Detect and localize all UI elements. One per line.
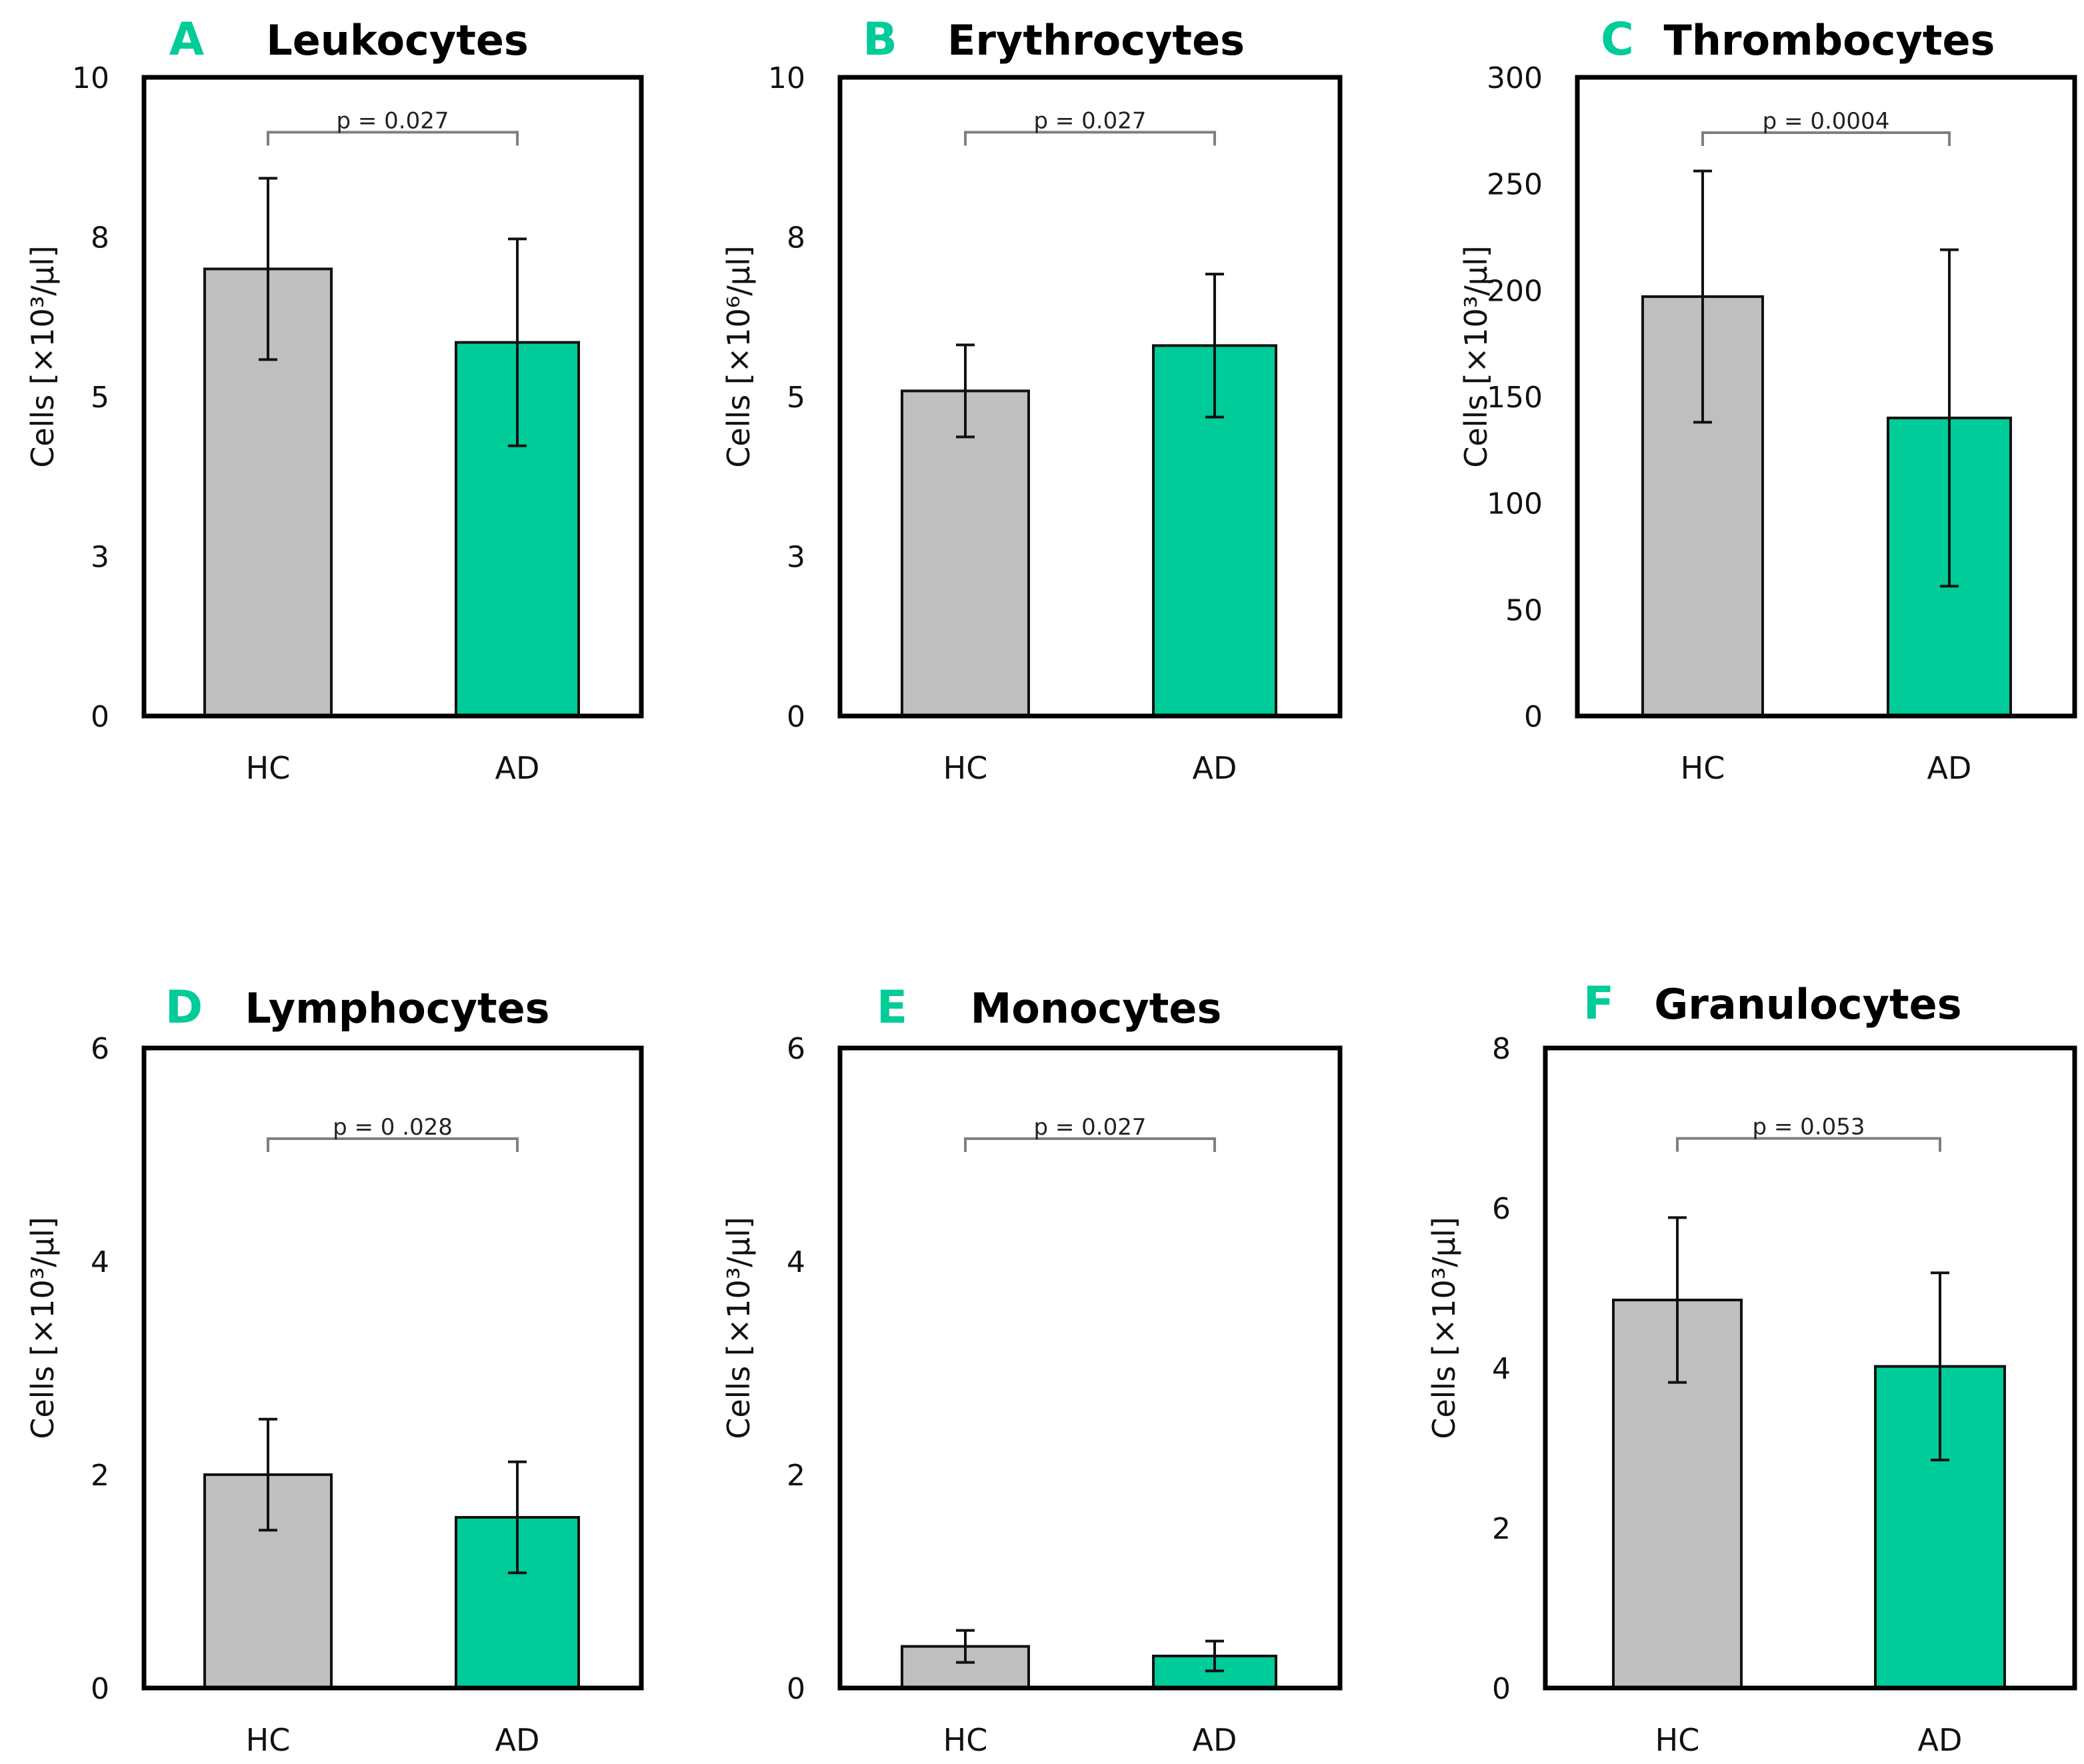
bar-hc — [901, 389, 1030, 717]
significance-bracket — [1676, 1137, 1941, 1152]
y-tick-label: 100 — [1487, 487, 1543, 521]
significance-bracket — [964, 1137, 1216, 1152]
y-tick-label: 5 — [91, 381, 109, 415]
chart-title: Monocytes — [971, 984, 1222, 1033]
significance-bracket — [267, 1137, 519, 1152]
p-value-label: p = 0.0004 — [1763, 108, 1890, 135]
x-tick-label: AD — [1193, 1722, 1237, 1758]
y-tick-label: 0 — [787, 1672, 805, 1706]
x-tick-label: HC — [943, 750, 988, 786]
error-bar — [508, 1460, 527, 1575]
y-tick-label: 2 — [1492, 1512, 1511, 1546]
y-axis-label: Cells [×10³/µl] — [25, 1217, 61, 1439]
y-tick-label: 4 — [787, 1245, 805, 1279]
y-tick-label: 0 — [91, 700, 109, 734]
x-tick-label: AD — [1927, 750, 1972, 786]
p-value-label: p = 0.027 — [336, 107, 449, 134]
y-tick-label: 3 — [787, 541, 805, 575]
chart-title: Thrombocytes — [1664, 16, 1995, 65]
plot-frame — [1543, 1045, 2077, 1691]
panel-letter: E — [877, 981, 907, 1034]
x-tick-label: AD — [1193, 750, 1237, 786]
y-tick-label: 8 — [91, 221, 109, 255]
error-bar — [956, 1629, 975, 1664]
y-tick-label: 5 — [787, 381, 805, 415]
panel-letter: A — [169, 13, 205, 66]
y-axis-label: Cells [×10³/µl] — [1426, 1217, 1462, 1439]
y-tick-label: 8 — [787, 221, 805, 255]
x-tick-label: AD — [495, 1722, 540, 1758]
chart-title: Leukocytes — [266, 16, 529, 65]
y-tick-label: 150 — [1487, 381, 1543, 415]
y-axis-label: Cells [×10⁶/µl] — [721, 245, 757, 468]
error-bar — [1940, 248, 1959, 588]
y-axis-label: Cells [×10³/µl] — [1458, 245, 1494, 468]
error-bar — [956, 343, 975, 439]
y-tick-label: 0 — [91, 1672, 109, 1706]
panel-c: C Thrombocytes Cells [×10³/µl] 0 50 100 150 200… — [1458, 13, 2077, 786]
x-tick-label: HC — [246, 750, 291, 786]
plot-frame — [1575, 75, 2077, 719]
plot-frame — [837, 75, 1343, 719]
y-tick-label: 3 — [91, 541, 109, 575]
y-tick-label: 10 — [72, 61, 109, 95]
x-tick-label: AD — [495, 750, 540, 786]
error-bar — [508, 237, 527, 447]
y-tick-label: 4 — [91, 1245, 109, 1279]
significance-bracket — [1701, 131, 1951, 147]
y-tick-label: 6 — [1492, 1192, 1511, 1226]
p-value-label: p = 0.027 — [1033, 107, 1146, 134]
p-value-label: p = 0 .028 — [333, 1114, 453, 1141]
x-tick-label: HC — [246, 1722, 291, 1758]
error-bar — [1693, 169, 1712, 424]
y-axis-label: Cells [×10³/µl] — [25, 245, 61, 468]
error-bar — [259, 1417, 277, 1532]
y-tick-label: 200 — [1487, 274, 1543, 308]
error-bar — [259, 177, 277, 361]
y-tick-label: 8 — [1492, 1032, 1511, 1066]
panel-letter: B — [863, 13, 897, 66]
error-bar — [1205, 1639, 1224, 1673]
plot-frame — [141, 75, 644, 719]
error-bar — [1931, 1271, 1949, 1461]
y-tick-label: 250 — [1487, 168, 1543, 202]
significance-bracket — [267, 131, 519, 146]
y-axis-label: Cells [×10³/µl] — [721, 1217, 757, 1439]
p-value-label: p = 0.027 — [1033, 1114, 1146, 1141]
x-tick-label: HC — [1655, 1722, 1700, 1758]
panel-letter: D — [165, 981, 203, 1034]
y-tick-label: 2 — [91, 1459, 109, 1493]
y-tick-label: 4 — [1492, 1352, 1511, 1386]
y-tick-label: 2 — [787, 1459, 805, 1493]
y-tick-label: 300 — [1487, 61, 1543, 95]
x-tick-label: AD — [1918, 1722, 1963, 1758]
error-bar — [1668, 1216, 1687, 1384]
panel-b: B Erythrocytes Cells [×10⁶/µl] 0 3 5 8 10 HC AD p … — [721, 13, 1343, 786]
chart-title: Erythrocytes — [947, 16, 1245, 65]
y-tick-label: 0 — [1492, 1672, 1511, 1706]
y-tick-label: 10 — [768, 61, 805, 95]
significance-bracket — [964, 131, 1216, 146]
p-value-label: p = 0.053 — [1752, 1114, 1865, 1141]
x-tick-label: HC — [1681, 750, 1725, 786]
error-bar — [1205, 273, 1224, 419]
chart-title: Lymphocytes — [245, 984, 549, 1033]
y-tick-label: 6 — [787, 1032, 805, 1066]
panel-letter: C — [1601, 13, 1634, 66]
x-tick-label: HC — [943, 1722, 988, 1758]
panel-f: F Granulocytes Cells [×10³/µl] 0 2 4 6 8 HC AD p =… — [1426, 977, 2077, 1758]
y-tick-label: 50 — [1505, 593, 1543, 627]
panel-a: A Leukocytes Cells [×10³/µl] 0 3 5 8 10 HC AD p = … — [25, 13, 644, 786]
plot-frame — [141, 1045, 644, 1691]
y-tick-label: 0 — [787, 700, 805, 734]
y-tick-label: 0 — [1524, 700, 1543, 734]
panel-letter: F — [1583, 977, 1614, 1030]
plot-frame — [837, 1045, 1343, 1691]
y-tick-label: 6 — [91, 1032, 109, 1066]
panel-d: D Lymphocytes Cells [×10³/µl] 0 2 4 6 HC AD p = 0… — [25, 981, 644, 1758]
chart-title: Granulocytes — [1654, 980, 1961, 1029]
panel-e: E Monocytes Cells [×10³/µl] 0 2 4 6 HC AD p = 0.0… — [721, 981, 1343, 1758]
